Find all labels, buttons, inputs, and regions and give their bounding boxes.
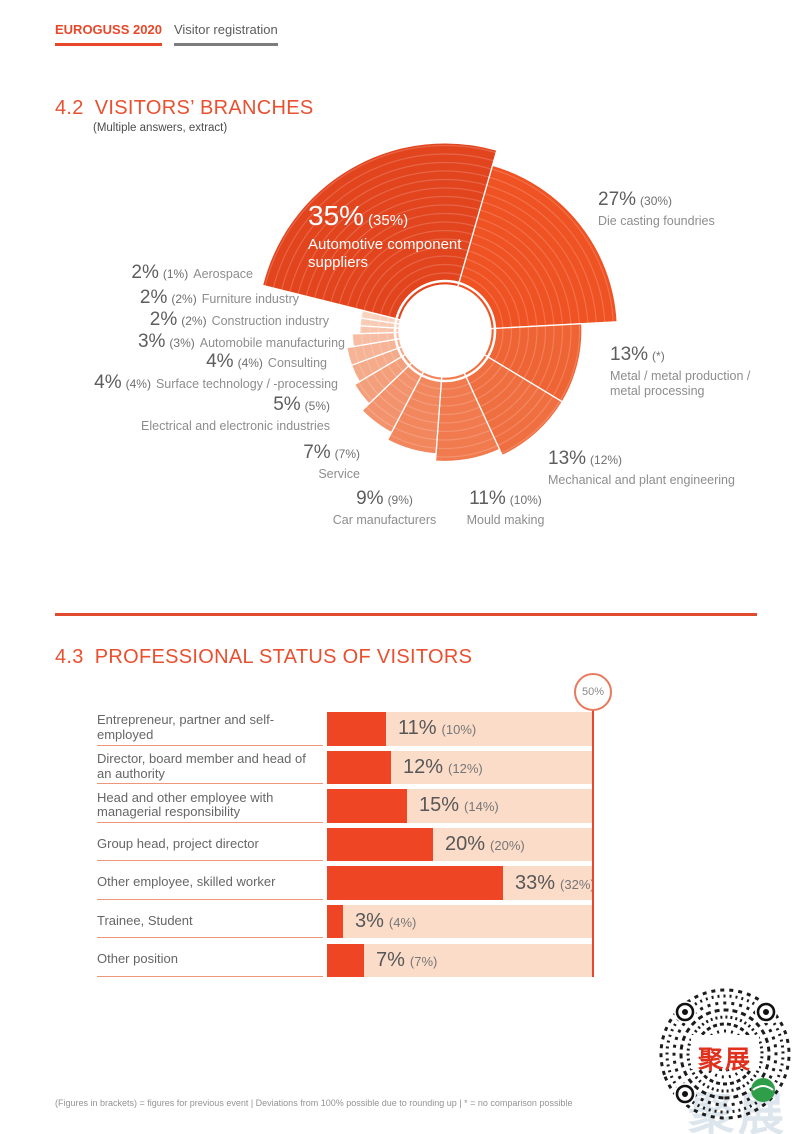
bar-track: 15% (14%) (327, 789, 593, 823)
section-title-text: PROFESSIONAL STATUS OF VISITORS (94, 646, 473, 668)
bar-track: 7% (7%) (327, 943, 593, 978)
bar-row: Other employee, skilled worker 33% (32%) (97, 866, 595, 900)
section-title-text: VISITORS’ BRANCHES (94, 97, 314, 119)
bar-row: Director, board member and head of an au… (97, 750, 593, 785)
rose-label-mechanical-plant-engineering: 13% (12%) Mechanical and plant engineering (548, 448, 735, 487)
bar-value: 15% (14%) (419, 794, 499, 817)
bar-chart: Entrepreneur, partner and self-employed … (97, 712, 595, 982)
section-number: 4.2 (55, 97, 84, 119)
bar-row: Head and other employee with managerial … (97, 789, 593, 823)
bar-value: 33% (32%) (515, 871, 595, 894)
bar-fill (327, 866, 503, 900)
rose-label-mould-making: 11% (10%) Mould making (466, 488, 545, 527)
section-number: 4.3 (55, 646, 84, 668)
rose-label-car-manufacturers: 9% (9%) Car manufacturers (332, 488, 437, 527)
qr-code (659, 988, 791, 1120)
brand-title: EUROGUSS 2020 (55, 22, 162, 46)
bar-category-label: Entrepreneur, partner and self-employed (97, 712, 323, 746)
bar-category-label: Director, board member and head of an au… (97, 751, 323, 785)
bar-value: 3% (4%) (355, 910, 417, 933)
rose-label-electrical-electronic: 5% (5%) Electrical and electronic industri… (141, 394, 330, 433)
rose-label-service: 7% (7%) Service (303, 442, 360, 481)
header-subtitle: Visitor registration (173, 22, 278, 46)
rose-label-automobile-manufacturing: 3% (3%) Automobile manufacturing (137, 331, 345, 352)
bar-row: Group head, project director 20% (20%) (97, 827, 593, 862)
rose-label-construction-industry: 2% (2%) Construction industry (149, 309, 329, 330)
page-header: EUROGUSS 2020 Visitor registration (55, 22, 278, 46)
bar-track: 11% (10%) (327, 712, 593, 746)
bar-track: 3% (4%) (327, 904, 593, 939)
bar-category-label: Head and other employee with managerial … (97, 789, 323, 823)
rose-label-automotive-component-suppliers: 35% (35%) Automotive component suppliers (308, 200, 462, 272)
bar-category-label: Group head, project director (97, 828, 323, 862)
rose-label-metal-production: 13% (*) Metal / metal production / metal p… (610, 344, 751, 399)
qr-center-text: 聚展 (697, 1046, 752, 1074)
bar-fill (327, 827, 433, 862)
bar-fill (327, 904, 343, 939)
bar-category-label: Trainee, Student (97, 905, 323, 939)
rose-chart (258, 142, 632, 518)
axis-max-line (592, 710, 594, 977)
rose-label-die-casting-foundries: 27% (30%) Die casting foundries (598, 189, 715, 228)
bar-value: 20% (20%) (445, 833, 525, 856)
bar-value: 12% (12%) (403, 755, 483, 778)
section-4-3-title: 4.3 PROFESSIONAL STATUS OF VISITORS (55, 646, 472, 669)
section-divider (55, 613, 757, 616)
bar-row: Other position 7% (7%) (97, 943, 593, 978)
bar-track: 20% (20%) (327, 827, 593, 862)
footnote: (Figures in brackets) = figures for prev… (55, 1098, 573, 1108)
bar-value: 11% (10%) (398, 717, 477, 740)
bar-track: 12% (12%) (327, 750, 593, 785)
bar-fill (327, 750, 391, 785)
bar-category-label: Other position (97, 944, 323, 978)
bar-row: Trainee, Student 3% (4%) (97, 904, 593, 939)
bar-fill (327, 943, 364, 978)
bar-value: 7% (7%) (376, 948, 438, 971)
bar-track: 33% (32%) (327, 866, 595, 900)
bar-category-label: Other employee, skilled worker (97, 866, 323, 900)
axis-max-marker: 50% (574, 673, 612, 711)
rose-label-consulting: 4% (4%) Consulting (206, 351, 327, 372)
bar-fill (327, 712, 386, 746)
rose-label-furniture-industry: 2% (2%) Furniture industry (139, 287, 299, 308)
bar-fill (327, 789, 407, 823)
section-4-2-subtitle: (Multiple answers, extract) (93, 122, 228, 134)
section-4-2-title: 4.2 VISITORS’ BRANCHES (55, 97, 313, 120)
rose-label-surface-technology: 4% (4%) Surface technology / -processing (94, 372, 338, 393)
bar-row: Entrepreneur, partner and self-employed … (97, 712, 593, 746)
rose-label-aerospace: 2% (1%) Aerospace (131, 262, 253, 283)
